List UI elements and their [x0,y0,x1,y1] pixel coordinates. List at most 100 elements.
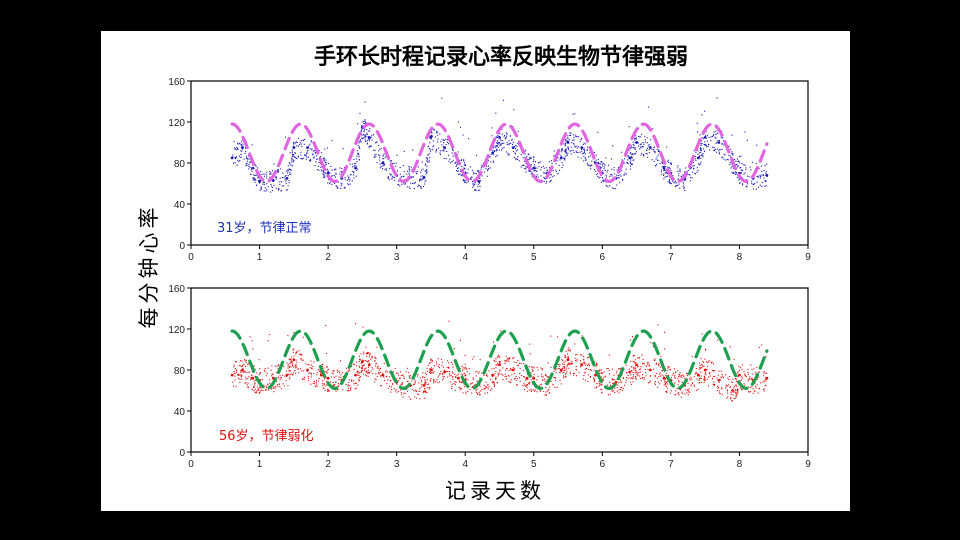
heart-rate-sample [605,157,607,159]
heart-rate-sample [240,373,242,376]
heart-rate-sample [547,362,549,364]
heart-rate-point [443,146,447,150]
heart-rate-sample [736,392,739,394]
heart-rate-sample [663,384,665,386]
heart-rate-sample [305,158,307,160]
heart-rate-sample [488,370,490,372]
heart-rate-sample [672,374,674,376]
heart-rate-sample [359,376,361,379]
heart-rate-sample [489,379,492,381]
heart-rate-sample [525,385,527,387]
heart-rate-sample [578,146,580,148]
heart-rate-sample [639,368,641,370]
heart-rate-sample [287,175,289,177]
heart-rate-sample [473,385,475,387]
heart-rate-sample [367,136,369,138]
heart-rate-sample [620,381,623,383]
heart-rate-sample [713,150,716,152]
heart-rate-sample [657,154,659,156]
heart-rate-sample [453,383,455,385]
heart-rate-sample [731,134,733,136]
heart-rate-sample [246,384,248,386]
heart-rate-sample [588,363,590,365]
heart-rate-sample [744,164,746,166]
heart-rate-sample [569,134,571,136]
heart-rate-sample [462,370,464,372]
heart-rate-sample [394,390,397,392]
heart-rate-sample [323,387,325,389]
heart-rate-sample [713,375,715,378]
heart-rate-sample [633,159,635,161]
heart-rate-sample [753,368,755,370]
heart-rate-sample [746,175,749,177]
heart-rate-sample [705,361,707,363]
heart-rate-sample [593,169,596,171]
heart-rate-sample [514,152,516,154]
heart-rate-sample [533,170,535,172]
heart-rate-sample [715,130,717,132]
heart-rate-sample [397,184,399,186]
heart-rate-sample [701,382,703,384]
heart-rate-sample [666,383,668,385]
heart-rate-sample [363,364,365,366]
heart-rate-sample [529,381,531,383]
heart-rate-sample [544,380,546,382]
heart-rate-sample [573,145,576,147]
heart-rate-sample [472,377,474,379]
heart-rate-sample [247,363,249,365]
heart-rate-sample [371,373,374,375]
heart-rate-sample [689,177,692,179]
heart-rate-sample [644,368,646,370]
heart-rate-sample [464,374,467,376]
heart-rate-sample [349,370,351,372]
heart-rate-sample [721,393,723,395]
heart-rate-sample [314,149,316,152]
heart-rate-sample [575,134,577,136]
heart-rate-sample [402,165,404,167]
heart-rate-sample [292,161,294,163]
heart-rate-sample [459,339,462,341]
heart-rate-sample [424,170,426,172]
heart-rate-sample [314,385,316,387]
heart-rate-sample [430,358,432,360]
heart-rate-sample [400,374,402,377]
heart-rate-sample [465,393,467,395]
heart-rate-sample [340,185,342,187]
heart-rate-sample [530,379,532,381]
heart-rate-sample [642,358,644,360]
heart-rate-sample [660,380,662,382]
heart-rate-sample [520,154,522,156]
heart-rate-sample [251,340,253,342]
heart-rate-sample [637,366,639,368]
heart-rate-sample [576,136,578,138]
heart-rate-sample [322,380,324,382]
heart-rate-sample [536,379,538,381]
heart-rate-sample [731,152,733,155]
heart-rate-sample [368,351,370,353]
heart-rate-sample [654,359,656,362]
heart-rate-sample [497,355,499,358]
heart-rate-sample [565,150,567,152]
x-tick-label: 2 [325,459,331,470]
heart-rate-sample [725,384,727,386]
heart-rate-sample [635,151,637,153]
heart-rate-sample [479,182,481,184]
heart-rate-sample [564,355,566,357]
heart-rate-sample [415,390,417,392]
heart-rate-sample [310,364,313,366]
heart-rate-sample [567,349,569,351]
heart-rate-sample [658,365,660,367]
heart-rate-sample [333,384,335,386]
heart-rate-sample [361,138,363,140]
heart-rate-sample [422,392,424,394]
heart-rate-sample [552,383,554,385]
heart-rate-sample [739,167,741,169]
heart-rate-sample [289,358,291,360]
heart-rate-sample [682,181,684,183]
heart-rate-sample [730,393,732,395]
heart-rate-sample [267,389,269,391]
heart-rate-sample [692,165,694,167]
heart-rate-sample [601,392,603,394]
heart-rate-sample [646,142,648,144]
heart-rate-sample [725,159,727,161]
